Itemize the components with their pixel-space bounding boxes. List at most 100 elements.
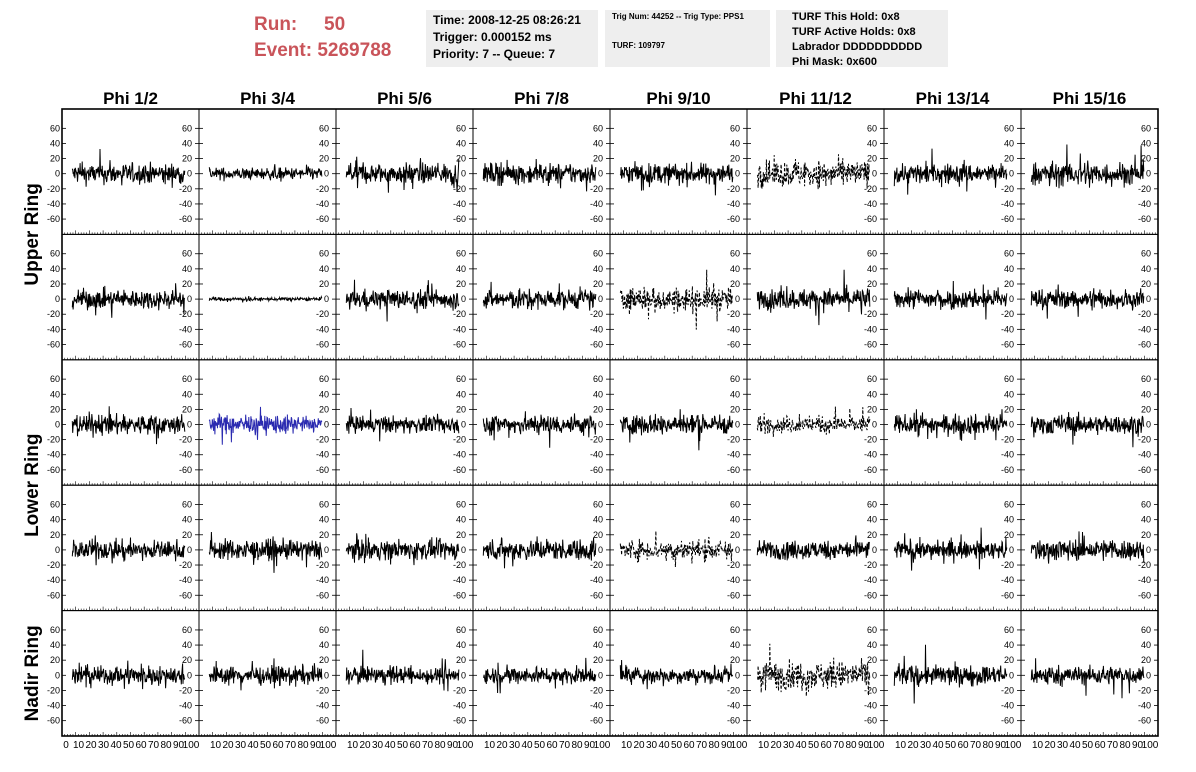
y-tick-label: -40 xyxy=(1138,701,1151,711)
x-tick-label: 20 xyxy=(85,740,97,751)
y-tick-label: -60 xyxy=(727,716,740,726)
x-tick-label: 30 xyxy=(1057,740,1069,751)
y-tick-label: -40 xyxy=(453,575,466,585)
waveform-trace xyxy=(482,158,597,192)
y-tick-label: -40 xyxy=(727,199,740,209)
x-tick-label: 100 xyxy=(320,740,337,751)
y-tick-label: 60 xyxy=(319,249,329,259)
y-tick-label: 60 xyxy=(593,500,603,510)
y-tick-label: -60 xyxy=(1138,716,1151,726)
y-tick-label: 0 xyxy=(461,670,466,680)
waveform-trace xyxy=(893,148,1008,195)
x-tick-label: 80 xyxy=(297,740,309,751)
y-tick-label: 20 xyxy=(1141,154,1151,164)
y-tick-label: 0 xyxy=(872,545,877,555)
y-tick-label: 40 xyxy=(182,138,192,148)
y-tick-label: -60 xyxy=(1138,214,1151,224)
y-tick-label: -40 xyxy=(1138,199,1151,209)
y-tick-label: -60 xyxy=(453,590,466,600)
trigger-info-pane: Trig Num: 44252 -- Trig Type: PPS1 TURF:… xyxy=(605,10,770,67)
column-header: Phi 9/10 xyxy=(646,89,710,108)
waveform-trace xyxy=(756,154,871,190)
y-tick-label: 20 xyxy=(730,655,740,665)
y-tick-label: 20 xyxy=(730,530,740,540)
y-tick-label: -40 xyxy=(47,701,60,711)
y-tick-label: -20 xyxy=(1001,309,1014,319)
y-tick-label: 0 xyxy=(55,294,60,304)
x-tick-label: 100 xyxy=(731,740,748,751)
y-tick-label: -40 xyxy=(316,199,329,209)
run-event-box: Run: 50 Event: 5269788 xyxy=(254,10,419,70)
x-tick-label: 90 xyxy=(995,740,1007,751)
y-tick-label: 20 xyxy=(593,279,603,289)
y-tick-label: -40 xyxy=(179,324,192,334)
y-tick-label: 60 xyxy=(1141,249,1151,259)
y-tick-label: 60 xyxy=(867,625,877,635)
y-tick-label: -20 xyxy=(316,309,329,319)
y-tick-label: -60 xyxy=(453,716,466,726)
y-tick-label: 0 xyxy=(187,169,192,179)
run-line: Run: 50 xyxy=(254,12,345,38)
y-tick-label: 20 xyxy=(456,154,466,164)
waveform-trace xyxy=(619,659,734,690)
x-tick-label: 70 xyxy=(422,740,434,751)
y-tick-label: -20 xyxy=(1001,435,1014,445)
waveform-trace xyxy=(482,657,597,694)
y-tick-label: 20 xyxy=(50,655,60,665)
y-tick-label: 60 xyxy=(182,374,192,384)
y-tick-label: 40 xyxy=(182,515,192,525)
y-tick-label: -20 xyxy=(47,560,60,570)
y-tick-label: 40 xyxy=(730,515,740,525)
y-tick-label: -40 xyxy=(727,450,740,460)
y-tick-label: 60 xyxy=(1004,500,1014,510)
y-tick-label: 40 xyxy=(1141,389,1151,399)
y-tick-label: 40 xyxy=(1141,264,1151,274)
y-tick-label: -20 xyxy=(453,184,466,194)
y-tick-label: -40 xyxy=(1001,701,1014,711)
y-tick-label: -20 xyxy=(453,560,466,570)
y-tick-label: -60 xyxy=(47,590,60,600)
y-tick-label: 20 xyxy=(593,154,603,164)
x-tick-label: 50 xyxy=(397,740,409,751)
x-tick-label: 90 xyxy=(1132,740,1144,751)
x-tick-label: 80 xyxy=(1119,740,1131,751)
y-tick-label: 60 xyxy=(867,500,877,510)
x-tick-label: 50 xyxy=(808,740,820,751)
y-tick-label: 0 xyxy=(1009,294,1014,304)
waveform-trace xyxy=(619,530,734,568)
y-tick-label: 40 xyxy=(50,640,60,650)
x-tick-label: 40 xyxy=(110,740,122,751)
y-tick-label: 20 xyxy=(1141,530,1151,540)
y-tick-label: -40 xyxy=(864,324,877,334)
y-tick-label: -60 xyxy=(316,716,329,726)
column-header: Phi 13/14 xyxy=(916,89,990,108)
y-tick-label: 0 xyxy=(872,169,877,179)
x-tick-label: 40 xyxy=(384,740,396,751)
y-tick-label: 60 xyxy=(50,249,60,259)
y-tick-label: -60 xyxy=(590,465,603,475)
x-tick-label: 60 xyxy=(1094,740,1106,751)
y-tick-label: 60 xyxy=(50,625,60,635)
y-tick-label: 20 xyxy=(319,404,329,414)
y-tick-label: -40 xyxy=(453,324,466,334)
x-tick-label: 20 xyxy=(496,740,508,751)
x-tick-label: 100 xyxy=(868,740,885,751)
x-tick-label: 90 xyxy=(310,740,322,751)
y-tick-label: 20 xyxy=(1141,279,1151,289)
x-tick-label: 30 xyxy=(235,740,247,751)
waveform-trace xyxy=(1030,411,1145,448)
y-tick-label: -20 xyxy=(47,435,60,445)
x-tick-label: 20 xyxy=(633,740,645,751)
y-tick-label: -20 xyxy=(316,560,329,570)
y-tick-label: 0 xyxy=(872,670,877,680)
y-tick-label: 60 xyxy=(1141,374,1151,384)
time-info-pane: Time: 2008-12-25 08:26:21 Trigger: 0.000… xyxy=(426,10,598,67)
y-tick-label: 20 xyxy=(456,404,466,414)
y-tick-label: -20 xyxy=(1001,560,1014,570)
y-tick-label: -20 xyxy=(590,184,603,194)
y-tick-label: 0 xyxy=(324,420,329,430)
event-label: Event: xyxy=(254,40,313,61)
y-tick-label: 0 xyxy=(598,420,603,430)
y-tick-label: 60 xyxy=(50,123,60,133)
y-tick-label: -40 xyxy=(590,199,603,209)
